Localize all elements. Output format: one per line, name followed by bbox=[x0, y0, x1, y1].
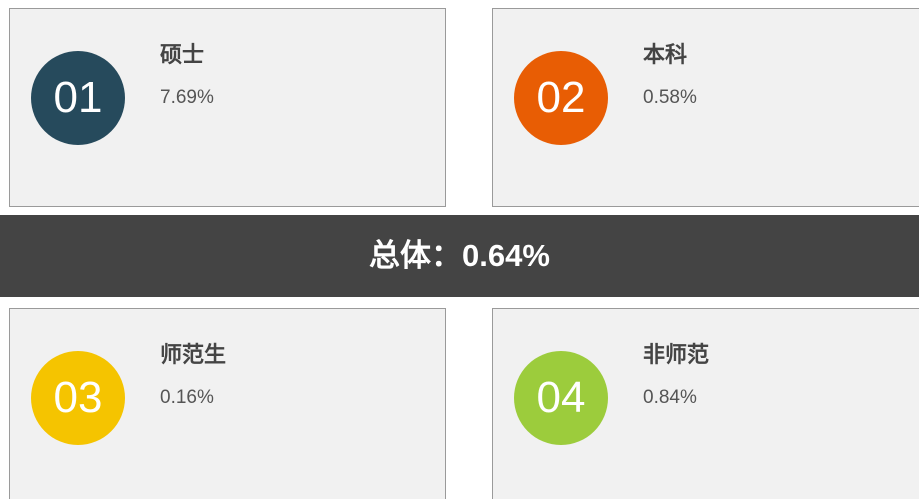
card-value: 0.84% bbox=[643, 387, 697, 408]
card: 02 本科 0.58% bbox=[492, 8, 919, 207]
card-title: 非师范 bbox=[643, 342, 710, 367]
number-badge: 04 bbox=[514, 351, 608, 445]
card-value: 0.16% bbox=[160, 387, 214, 408]
card-title: 本科 bbox=[643, 42, 688, 67]
card-title: 师范生 bbox=[160, 342, 227, 367]
card-title: 硕士 bbox=[160, 42, 205, 67]
card: 04 非师范 0.84% bbox=[492, 308, 919, 499]
number-badge: 02 bbox=[514, 51, 608, 145]
number-badge: 03 bbox=[31, 351, 125, 445]
card: 01 硕士 7.69% bbox=[9, 8, 446, 207]
card-value: 0.58% bbox=[643, 87, 697, 108]
summary-banner: 总体：0.64% bbox=[0, 215, 919, 297]
number-badge: 01 bbox=[31, 51, 125, 145]
card-value: 7.69% bbox=[160, 87, 214, 108]
card: 03 师范生 0.16% bbox=[9, 308, 446, 499]
